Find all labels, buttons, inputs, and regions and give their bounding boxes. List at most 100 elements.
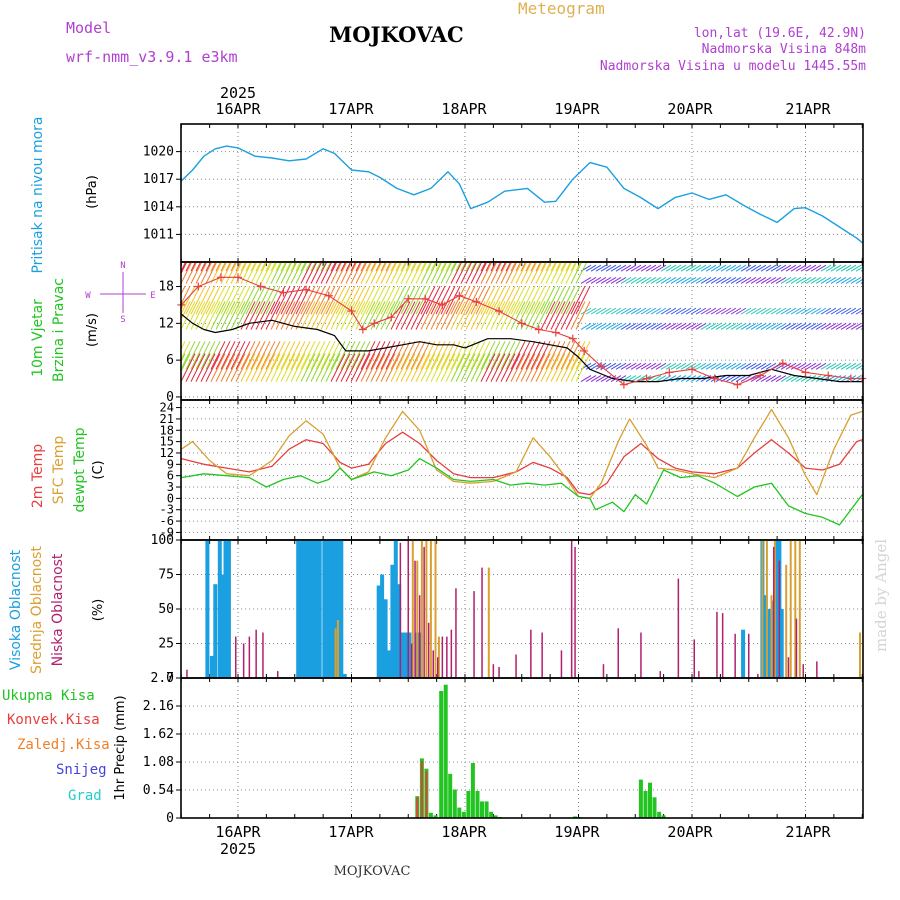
wind-feather	[350, 301, 366, 330]
temp-sfc-line	[180, 408, 863, 500]
wind-feather	[625, 264, 637, 272]
wind-feather	[555, 353, 571, 382]
wind-feather	[255, 262, 268, 284]
wind-feather	[270, 341, 286, 370]
wind-feather	[871, 376, 881, 382]
footer-station: MOJKOVAC	[334, 864, 411, 879]
wind-feather	[510, 301, 526, 330]
top-day-label: 16APR	[215, 100, 261, 118]
wind-feather	[871, 363, 881, 369]
wind-feather	[420, 341, 436, 370]
y-tick-label: 21	[160, 412, 174, 426]
cloud-low-bar	[418, 595, 421, 678]
wind-feather	[630, 277, 642, 284]
wind-feather	[635, 264, 647, 272]
wind-feather	[770, 375, 782, 383]
wind-feather	[570, 262, 577, 272]
cloud-mid-bar	[334, 628, 337, 678]
wind-feather	[640, 323, 652, 330]
wind-feather	[490, 285, 506, 315]
wind-feather	[780, 307, 792, 315]
wind-feather	[825, 362, 837, 370]
wind-feather	[735, 307, 747, 315]
wind-feather	[475, 262, 488, 284]
wind-feather	[215, 301, 231, 330]
wind-feather	[600, 277, 612, 284]
wind-feather	[210, 341, 226, 370]
wind-feather	[590, 323, 602, 330]
cloud-title-high: Visoka Oblacnost	[8, 549, 24, 670]
wind-gust-marker	[194, 282, 203, 291]
wind-feather	[830, 323, 842, 330]
cloud-low-bar	[677, 578, 680, 678]
wind-feather	[445, 262, 458, 284]
wind-feather	[355, 262, 362, 272]
wind-feather	[445, 262, 452, 272]
wind-feather	[390, 353, 406, 382]
wind-feather	[565, 262, 572, 272]
wind-feather	[600, 362, 612, 370]
wind-feather	[385, 262, 398, 284]
cloud-high-bar	[770, 600, 775, 678]
wind-feather	[760, 362, 772, 370]
wind-feather	[515, 341, 531, 370]
y-tick-label: 0	[166, 671, 174, 686]
wind-feather	[210, 353, 226, 382]
cloud-low-bar	[399, 542, 402, 678]
wind-feather	[350, 353, 366, 382]
cloud-low-bar	[659, 671, 661, 678]
elevation-label: Nadmorska Visina 848m	[702, 42, 867, 57]
wind-feather	[470, 285, 486, 315]
wind-feather	[181, 341, 196, 370]
wind-feather	[705, 264, 717, 272]
top-day-label: 21APR	[785, 100, 831, 118]
precip-legend-frozen: Zaledj.Kisa	[17, 737, 110, 753]
wind-gust-marker	[234, 273, 242, 282]
cloud-mid-bar	[765, 540, 768, 678]
wind-feather	[330, 285, 346, 315]
wind-feather	[250, 262, 257, 272]
pressure-panel: 1011 1014 1017 1020	[143, 123, 864, 263]
wind-feather	[305, 262, 312, 272]
wind-feather	[181, 353, 196, 382]
wind-feather	[385, 353, 401, 382]
wind-feather	[455, 341, 471, 370]
cloud-high-bar	[322, 540, 327, 678]
wind-feather	[335, 301, 351, 330]
wind-feather	[866, 323, 876, 329]
wind-feather	[190, 301, 206, 330]
wind-feather	[795, 323, 807, 330]
wind-feather	[415, 262, 428, 284]
wind-feather	[866, 363, 876, 369]
wind-gust-marker	[778, 359, 787, 368]
wind-feather	[530, 285, 546, 315]
precip-total-bar	[466, 791, 471, 818]
y-tick-label: 3	[167, 480, 174, 494]
wind-feather	[850, 323, 862, 330]
wind-gust-marker	[517, 319, 526, 328]
wind-feather	[655, 264, 667, 272]
wind-feather	[240, 262, 247, 272]
wind-feather	[450, 301, 466, 330]
wind-gust-marker	[387, 313, 396, 322]
wind-gust-marker	[824, 371, 833, 380]
wind-feather	[350, 285, 366, 315]
wind-feather	[510, 353, 526, 382]
wind-feather	[750, 277, 762, 284]
wind-feather	[490, 301, 506, 330]
cloud-low-bar	[186, 669, 188, 678]
precip-total-bar	[489, 811, 494, 818]
wind-feather	[760, 375, 772, 383]
cloud-mid-bar	[773, 540, 776, 678]
wind-feather	[530, 341, 546, 370]
wind-feather	[305, 301, 321, 330]
cloud-mid-bar	[411, 540, 414, 678]
wind-feather	[825, 307, 837, 315]
wind-feather	[420, 301, 436, 330]
wind-feather	[475, 262, 482, 272]
wind-feather	[670, 277, 682, 284]
wind-feather	[615, 277, 627, 284]
lonlat-label: lon,lat (19.6E, 42.9N)	[694, 26, 866, 41]
wind-feather	[665, 307, 677, 315]
